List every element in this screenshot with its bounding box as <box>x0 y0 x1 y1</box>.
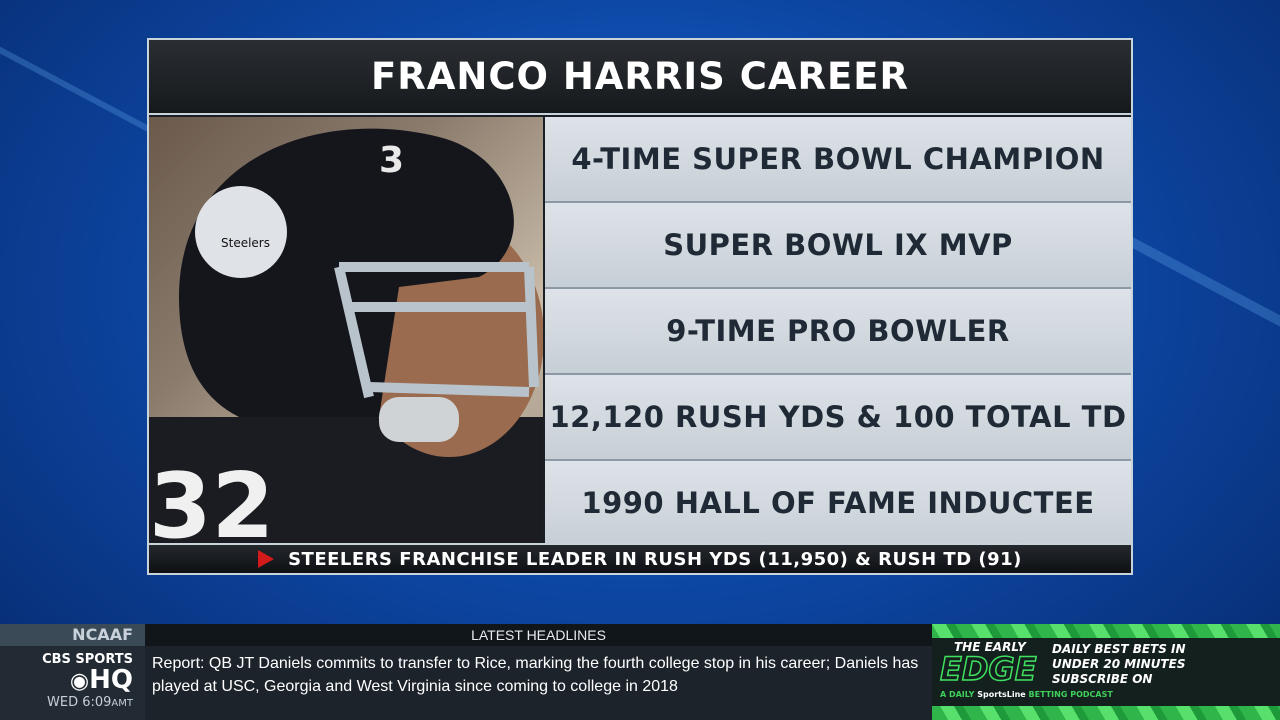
ticker-category: NCAAF <box>0 624 145 646</box>
fact-item: 1990 HALL OF FAME INDUCTEE <box>545 461 1131 545</box>
podcast-ad[interactable]: THE EARLY EDGE DAILY BEST BETS IN UNDER … <box>932 624 1280 720</box>
network-name: CBS SPORTS <box>42 652 133 667</box>
ad-tagline-a: A DAILY <box>940 690 975 699</box>
facts-list: 4-TIME SUPER BOWL CHAMPION SUPER BOWL IX… <box>545 117 1131 545</box>
ad-tagline-b: BETTING PODCAST <box>1028 690 1113 699</box>
fact-item: 9-TIME PRO BOWLER <box>545 289 1131 375</box>
card-title: FRANCO HARRIS CAREER <box>149 40 1131 115</box>
ad-the-early: THE EARLY <box>954 640 1026 654</box>
headline-text: Report: QB JT Daniels commits to transfe… <box>152 655 919 695</box>
helmet-number: 3 <box>379 140 404 181</box>
clock-time: WED 6:09 <box>47 695 112 710</box>
fact-item: SUPER BOWL IX MVP <box>545 203 1131 289</box>
footer-text: STEELERS FRANCHISE LEADER IN RUSH YDS (1… <box>288 548 1022 570</box>
fact-item: 12,120 RUSH YDS & 100 TOTAL TD <box>545 375 1131 461</box>
career-card: FRANCO HARRIS CAREER Steelers 3 32 4-TIM… <box>147 38 1133 575</box>
time-zone: AMT <box>111 698 133 709</box>
sportsline-brand: SportsLine <box>977 690 1026 699</box>
helmet-logo-text: Steelers <box>221 236 270 250</box>
play-arrow-icon <box>258 550 275 568</box>
ad-line1: DAILY BEST BETS IN <box>1052 642 1186 656</box>
ticker-header: LATEST HEADLINES <box>145 624 932 646</box>
player-photo: Steelers 3 32 <box>149 117 543 545</box>
ad-line2: UNDER 20 MINUTES <box>1052 657 1186 671</box>
card-footer: STEELERS FRANCHISE LEADER IN RUSH YDS (1… <box>149 543 1131 573</box>
ad-edge-logo: EDGE <box>939 649 1037 689</box>
network-sub: HQ <box>89 665 133 695</box>
news-ticker: NCAAF LATEST HEADLINES CBS SPORTS ◉HQ WE… <box>0 624 932 720</box>
fact-item: 4-TIME SUPER BOWL CHAMPION <box>545 117 1131 203</box>
jersey-number: 32 <box>149 454 274 545</box>
ad-line3: SUBSCRIBE ON <box>1052 672 1153 686</box>
cbs-eye-icon: ◉ <box>69 669 90 694</box>
network-logo: CBS SPORTS ◉HQ WED 6:09AMT <box>0 646 145 720</box>
